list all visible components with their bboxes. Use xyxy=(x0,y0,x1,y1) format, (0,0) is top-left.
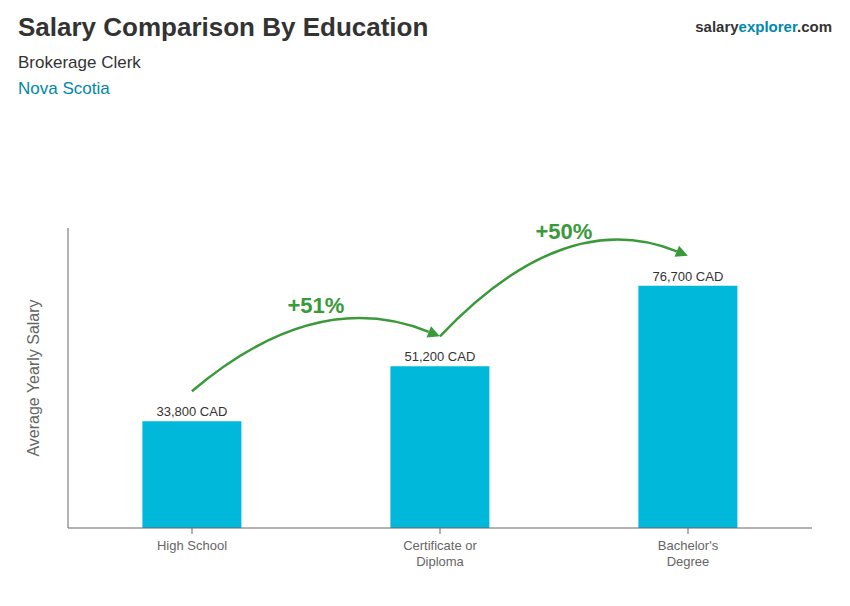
html-text:salary explorer.com: salary explorer.com xyxy=(695,18,832,35)
svg-text:Certificate orDiploma: Certificate orDiploma xyxy=(403,538,477,569)
svg-text:High School: High School xyxy=(157,538,227,553)
svg-text:Average Yearly Salary: Average Yearly Salary xyxy=(25,299,42,456)
svg-text:Bachelor'sDegree: Bachelor'sDegree xyxy=(658,538,719,569)
svg-text:+51%: +51% xyxy=(287,293,344,318)
html-text:Brokerage Clerk: Brokerage Clerk xyxy=(18,53,141,72)
html-text:Nova Scotia: Nova Scotia xyxy=(18,79,110,98)
svg-text:76,700 CAD: 76,700 CAD xyxy=(652,269,723,284)
html-text:Salary Comparison By Education: Salary Comparison By Education xyxy=(18,12,429,42)
svg-text:+50%: +50% xyxy=(535,219,592,244)
svg-text:33,800 CAD: 33,800 CAD xyxy=(156,404,227,419)
svg-text:51,200 CAD: 51,200 CAD xyxy=(404,349,475,364)
